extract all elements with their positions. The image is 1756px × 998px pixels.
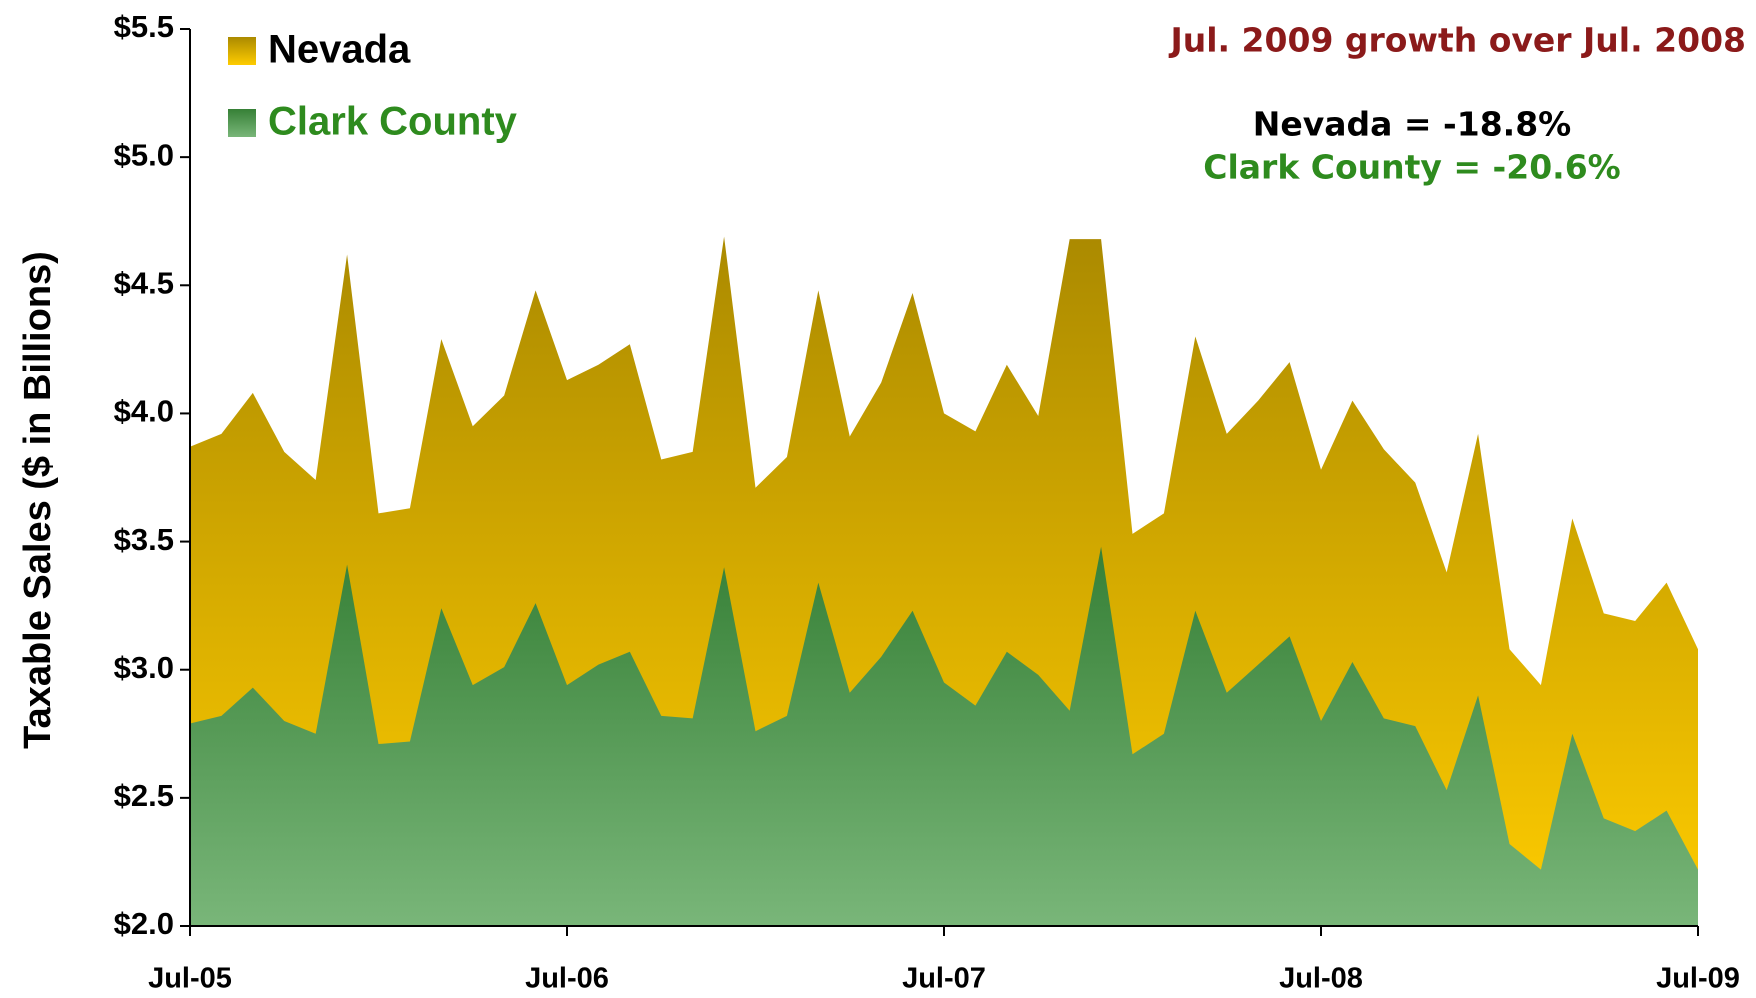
y-tick-label: $5.5	[114, 9, 174, 44]
x-tick-label: Jul-06	[525, 963, 609, 995]
x-tick-label: Jul-05	[148, 963, 232, 995]
legend-swatch	[228, 109, 256, 137]
y-tick-label: $2.5	[114, 778, 174, 813]
legend-label: Nevada	[268, 28, 411, 72]
y-axis-label: Taxable Sales ($ in Billions)	[17, 251, 59, 749]
legend-swatch	[228, 37, 256, 65]
annotation-clark: Clark County = -20.6%	[1203, 148, 1620, 187]
chart: Taxable Sales ($ in Billions) Jul. 2009 …	[0, 0, 1756, 998]
legend-label: Clark County	[268, 100, 518, 144]
y-tick-label: $4.5	[114, 265, 174, 300]
y-tick-label: $5.0	[114, 137, 174, 172]
annotation-title: Jul. 2009 growth over Jul. 2008	[1168, 21, 1746, 60]
x-tick-label: Jul-09	[1656, 963, 1740, 995]
y-tick-label: $2.0	[114, 906, 174, 941]
y-tick-label: $3.5	[114, 522, 174, 557]
y-tick-label: $4.0	[114, 394, 174, 429]
y-tick-label: $3.0	[114, 650, 174, 685]
annotation-nevada: Nevada = -18.8%	[1253, 105, 1571, 144]
x-tick-label: Jul-07	[902, 963, 986, 995]
x-tick-label: Jul-08	[1279, 963, 1363, 995]
